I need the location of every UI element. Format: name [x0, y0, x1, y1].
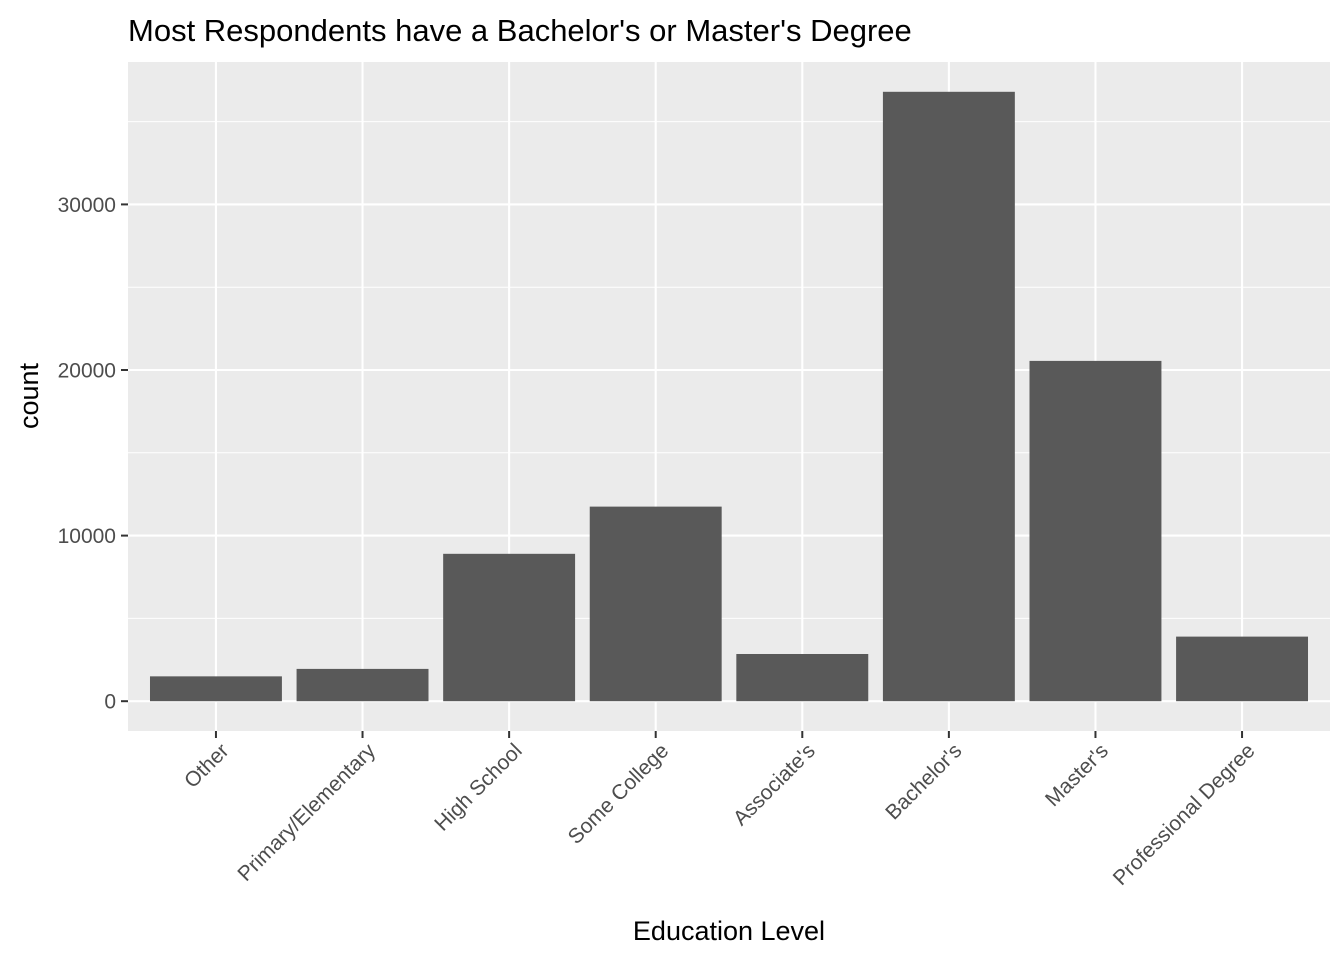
y-axis-title: count — [14, 362, 44, 429]
y-tick-label: 0 — [104, 691, 116, 714]
bar-associate-s — [736, 653, 869, 702]
bar-high-school — [443, 553, 576, 702]
x-tick-label: Some College — [564, 739, 674, 849]
x-tick-label: Associate's — [729, 739, 820, 830]
y-tick-label: 10000 — [58, 525, 116, 548]
y-tick-label: 20000 — [58, 360, 116, 383]
bar-some-college — [589, 506, 722, 702]
bar-other — [149, 676, 282, 702]
bar-master-s — [1029, 360, 1162, 702]
x-tick-label: Other — [180, 739, 233, 792]
bars — [149, 91, 1309, 702]
x-tick-label: Professional Degree — [1109, 739, 1260, 890]
x-tick-label: High School — [430, 739, 526, 835]
y-tick-label: 30000 — [58, 194, 116, 217]
x-tick-label: Master's — [1041, 739, 1113, 811]
bar-primary-elementary — [296, 668, 429, 702]
x-tick-label: Bachelor's — [881, 739, 966, 824]
x-axis: Other Primary/Elementary High School Some C… — [180, 731, 1260, 890]
chart-title: Most Respondents have a Bachelor's or Ma… — [128, 13, 912, 48]
bar-professional-degree — [1176, 636, 1309, 702]
x-axis-title: Education Level — [633, 916, 825, 946]
bar-bachelor-s — [882, 91, 1015, 702]
y-axis: 0 10000 20000 30000 — [58, 194, 128, 714]
x-tick-label: Primary/Elementary — [233, 739, 380, 886]
